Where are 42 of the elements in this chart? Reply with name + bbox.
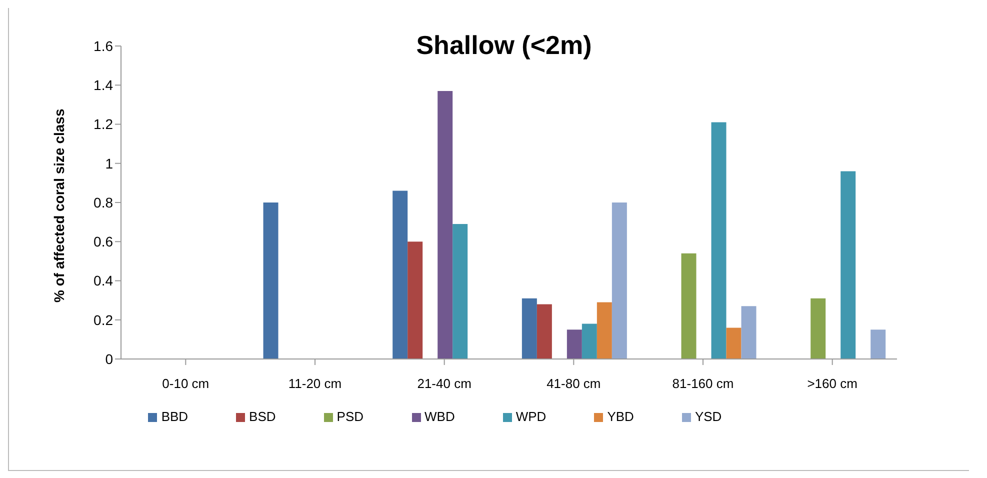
bar (870, 330, 886, 359)
x-tick-label: 11-20 cm (288, 376, 342, 392)
bar (263, 202, 278, 359)
bar (741, 306, 756, 359)
y-axis-title: % of affected coral size class (50, 108, 67, 302)
y-tick-label: 1.4 (94, 77, 114, 94)
y-tick-label: 0.2 (94, 312, 114, 328)
bar (810, 298, 826, 359)
y-tick-label: 0.6 (94, 234, 114, 250)
bar (582, 324, 597, 359)
x-tick-label: 0-10 cm (162, 376, 210, 392)
x-tick-label: >160 cm (807, 376, 858, 392)
bar (681, 253, 696, 359)
bar (726, 328, 742, 359)
y-tick-label: 1 (105, 155, 114, 172)
bar (840, 171, 856, 359)
legend-label: YSD (694, 409, 722, 424)
bar (612, 202, 627, 359)
legend-label: WPD (516, 409, 546, 424)
x-tick-label: 81-160 cm (672, 376, 734, 392)
y-tick-label: 1.6 (94, 38, 114, 54)
legend-label: PSD (336, 409, 364, 424)
legend-label: BBD (161, 409, 188, 424)
x-tick-label: 21-40 cm (417, 376, 472, 392)
bar (711, 122, 726, 359)
y-tick-label: 1.2 (94, 116, 114, 132)
bar (566, 330, 582, 359)
bar (392, 190, 408, 359)
bar (408, 242, 423, 359)
y-tick-label: 0.8 (94, 194, 114, 210)
bar (452, 224, 468, 359)
chart-title: Shallow (<2m) (416, 30, 592, 60)
legend-label: BSD (249, 409, 276, 424)
bar (522, 298, 537, 359)
bar (536, 304, 552, 359)
bar (596, 302, 612, 359)
legend-label: WBD (424, 409, 455, 424)
y-tick-label: 0.4 (94, 272, 114, 289)
bar (438, 90, 453, 359)
legend-label: YBD (607, 409, 634, 424)
y-tick-label: 0 (105, 350, 114, 367)
x-tick-label: 41-80 cm (546, 376, 601, 392)
